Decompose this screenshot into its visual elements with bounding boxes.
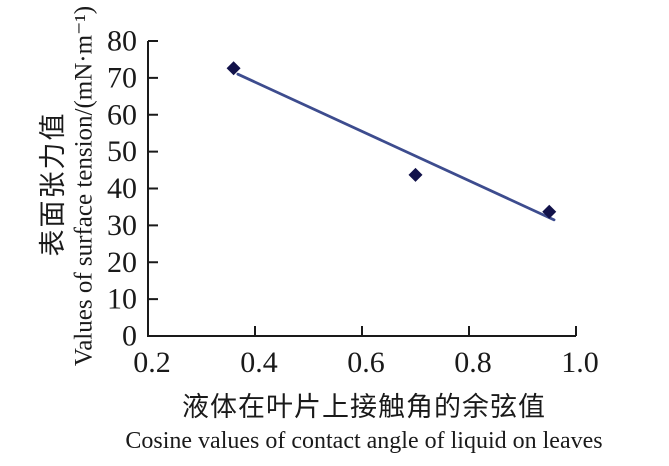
x-axis-title-zh: 液体在叶片上接触角的余弦值 [182,392,546,422]
y-tick-label: 30 [107,209,137,242]
y-axis-title-en: Values of surface tension/(mN·m⁻¹) [71,6,98,366]
y-axis-title-zh: 表面张力值 [38,112,68,257]
x-tick-label: 1.0 [561,346,599,379]
data-point-marker [542,204,557,219]
x-tick-label: 0.6 [347,346,385,379]
y-tick-label: 80 [107,25,137,58]
y-tick-label: 60 [107,98,137,131]
y-tick-label: 20 [107,246,137,279]
x-axis-title-en: Cosine values of contact angle of liquid… [125,428,602,454]
x-tick-label: 0.8 [454,346,492,379]
trend-line [236,72,556,222]
x-tick-label: 0.2 [133,346,171,379]
data-point-marker [408,167,423,182]
plot-series [226,61,557,222]
y-tick-label: 50 [107,135,137,168]
y-tick-label: 0 [122,320,137,353]
y-tick-label: 70 [107,61,137,94]
y-tick-label: 10 [107,283,137,316]
x-tick-label: 0.4 [240,346,278,379]
y-tick-label: 40 [107,172,137,205]
axis-titles: 表面张力值 Values of surface tension/(mN·m⁻¹)… [38,6,603,454]
data-point-marker [226,61,241,76]
